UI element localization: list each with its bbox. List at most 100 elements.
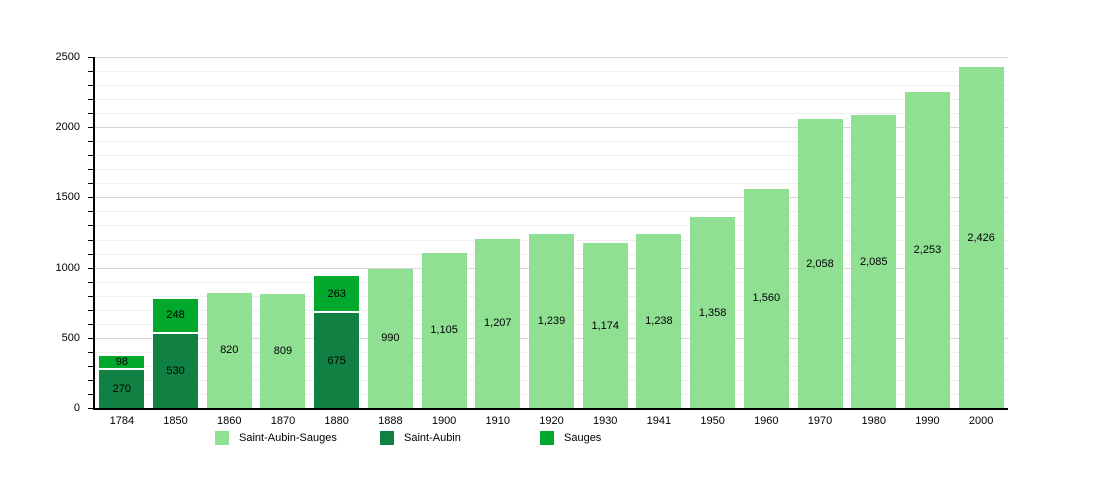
minor-gridline	[95, 85, 1008, 87]
x-tick-label-1900: 1900	[431, 415, 457, 427]
legend-label-saint-aubin: Saint-Aubin	[404, 432, 461, 444]
minor-gridline	[95, 211, 1008, 213]
y-axis-tick	[88, 183, 93, 185]
x-tick-label-1960: 1960	[754, 415, 779, 427]
minor-gridline	[95, 99, 1008, 101]
bar-segment-saint-aubin-sauges-1980: 2,085	[851, 115, 897, 408]
x-tick-label-1970: 1970	[807, 415, 833, 427]
y-axis-tick	[88, 141, 93, 143]
y-tick-label-1500: 1500	[55, 191, 80, 204]
bar-value-label: 1,174	[591, 319, 619, 332]
bar-value-label: 1,358	[698, 306, 727, 319]
minor-gridline	[95, 169, 1008, 171]
y-axis-tick	[88, 365, 93, 367]
y-axis-tick	[88, 267, 93, 269]
y-axis-tick	[88, 155, 93, 157]
y-tick-label-2500: 2500	[55, 51, 80, 63]
x-tick-label-1920: 1920	[539, 415, 564, 427]
bar-segment-saint-aubin-sauges-1888: 990	[367, 269, 413, 408]
y-axis-tick	[88, 351, 93, 353]
bar-value-label: 270	[112, 383, 132, 396]
y-axis-line	[93, 57, 95, 410]
bar-value-label: 2,085	[859, 255, 888, 268]
bar-segment-sauges-1850: 248	[153, 298, 199, 334]
bar-segment-saint-aubin-sauges-1910: 1,207	[475, 238, 521, 408]
minor-gridline	[95, 71, 1008, 73]
x-tick-label-1860: 1860	[217, 415, 242, 427]
bar-segment-saint-aubin-sauges-1960: 1,560	[743, 188, 789, 408]
bar-value-label: 2,253	[913, 243, 942, 256]
y-axis-tick	[88, 337, 93, 339]
x-tick-label-1870: 1870	[270, 415, 296, 427]
x-tick-label-1950: 1950	[700, 415, 725, 427]
bar-segment-saint-aubin-1784: 270	[99, 370, 145, 408]
bar-value-label: 530	[166, 364, 185, 377]
x-axis-line	[93, 408, 1008, 410]
bar-segment-saint-aubin-sauges-1930: 1,174	[582, 243, 628, 408]
minor-gridline	[95, 183, 1008, 185]
bar-value-label: 248	[166, 309, 185, 322]
y-axis-tick	[88, 281, 93, 283]
y-axis-tick	[88, 323, 93, 325]
bar-segment-sauges-1784: 98	[99, 356, 145, 371]
bar-segment-saint-aubin-sauges-1920: 1,239	[529, 234, 574, 408]
bar-segment-saint-aubin-sauges-1900: 1,105	[421, 252, 467, 408]
legend-label-sauges: Sauges	[564, 432, 602, 444]
y-axis-tick	[88, 408, 93, 409]
y-axis-tick	[88, 197, 93, 199]
major-gridline	[95, 57, 1008, 58]
major-gridline	[95, 127, 1008, 129]
minor-gridline	[95, 225, 1008, 227]
bar-segment-saint-aubin-1880: 675	[314, 313, 360, 408]
y-tick-label-0: 0	[73, 402, 80, 414]
legend-swatch-saint-aubin-sauges	[215, 431, 229, 445]
y-axis-tick	[88, 99, 93, 101]
x-tick-label-1930: 1930	[592, 415, 618, 427]
bar-value-label: 820	[220, 344, 239, 357]
x-tick-label-1990: 1990	[915, 415, 940, 427]
bar-value-label: 98	[115, 356, 128, 369]
y-axis-tick	[88, 393, 93, 395]
y-axis-tick	[88, 309, 93, 311]
bar-segment-saint-aubin-sauges-1990: 2,253	[904, 91, 950, 408]
minor-gridline	[95, 141, 1008, 143]
bar-value-label: 263	[327, 287, 346, 300]
bar-segment-saint-aubin-sauges-1970: 2,058	[797, 119, 843, 408]
legend-swatch-sauges	[540, 431, 554, 445]
bar-value-label: 2,058	[806, 257, 834, 270]
y-axis-tick	[88, 295, 93, 297]
y-axis-tick	[88, 169, 93, 171]
y-axis-tick	[88, 57, 93, 58]
bar-segment-saint-aubin-sauges-2000: 2,426	[958, 67, 1004, 408]
y-axis-tick	[88, 85, 93, 87]
x-tick-label-1910: 1910	[485, 415, 511, 427]
bar-value-label: 1,560	[752, 292, 781, 305]
y-axis-tick	[88, 71, 93, 73]
minor-gridline	[95, 113, 1008, 115]
bar-value-label: 1,238	[645, 315, 673, 328]
bar-value-label: 809	[273, 345, 293, 358]
y-tick-label-1000: 1000	[55, 261, 80, 274]
bar-value-label: 1,105	[430, 324, 458, 337]
y-axis-tick	[88, 113, 93, 115]
legend-item-saint-aubin: Saint-Aubin	[380, 430, 461, 446]
legend-item-sauges: Sauges	[540, 430, 601, 446]
legend-item-saint-aubin-sauges: Saint-Aubin-Sauges	[215, 430, 337, 446]
y-axis-tick	[88, 211, 93, 213]
x-tick-label-1888: 1888	[378, 415, 403, 427]
y-axis-tick	[88, 239, 93, 241]
y-axis-tick	[88, 225, 93, 227]
x-tick-label-1784: 1784	[109, 415, 135, 427]
x-tick-label-1880: 1880	[324, 415, 349, 427]
x-tick-label-1980: 1980	[861, 415, 886, 427]
x-tick-label-2000: 2000	[968, 415, 994, 427]
y-axis-tick	[88, 127, 93, 129]
bar-segment-saint-aubin-sauges-1860: 820	[206, 292, 252, 408]
y-axis-tick	[88, 253, 93, 255]
legend-label-saint-aubin-sauges: Saint-Aubin-Sauges	[239, 432, 337, 444]
bar-value-label: 2,426	[967, 231, 995, 244]
bar-segment-saint-aubin-sauges-1941: 1,238	[636, 234, 682, 408]
bar-segment-saint-aubin-sauges-1950: 1,358	[690, 217, 736, 408]
